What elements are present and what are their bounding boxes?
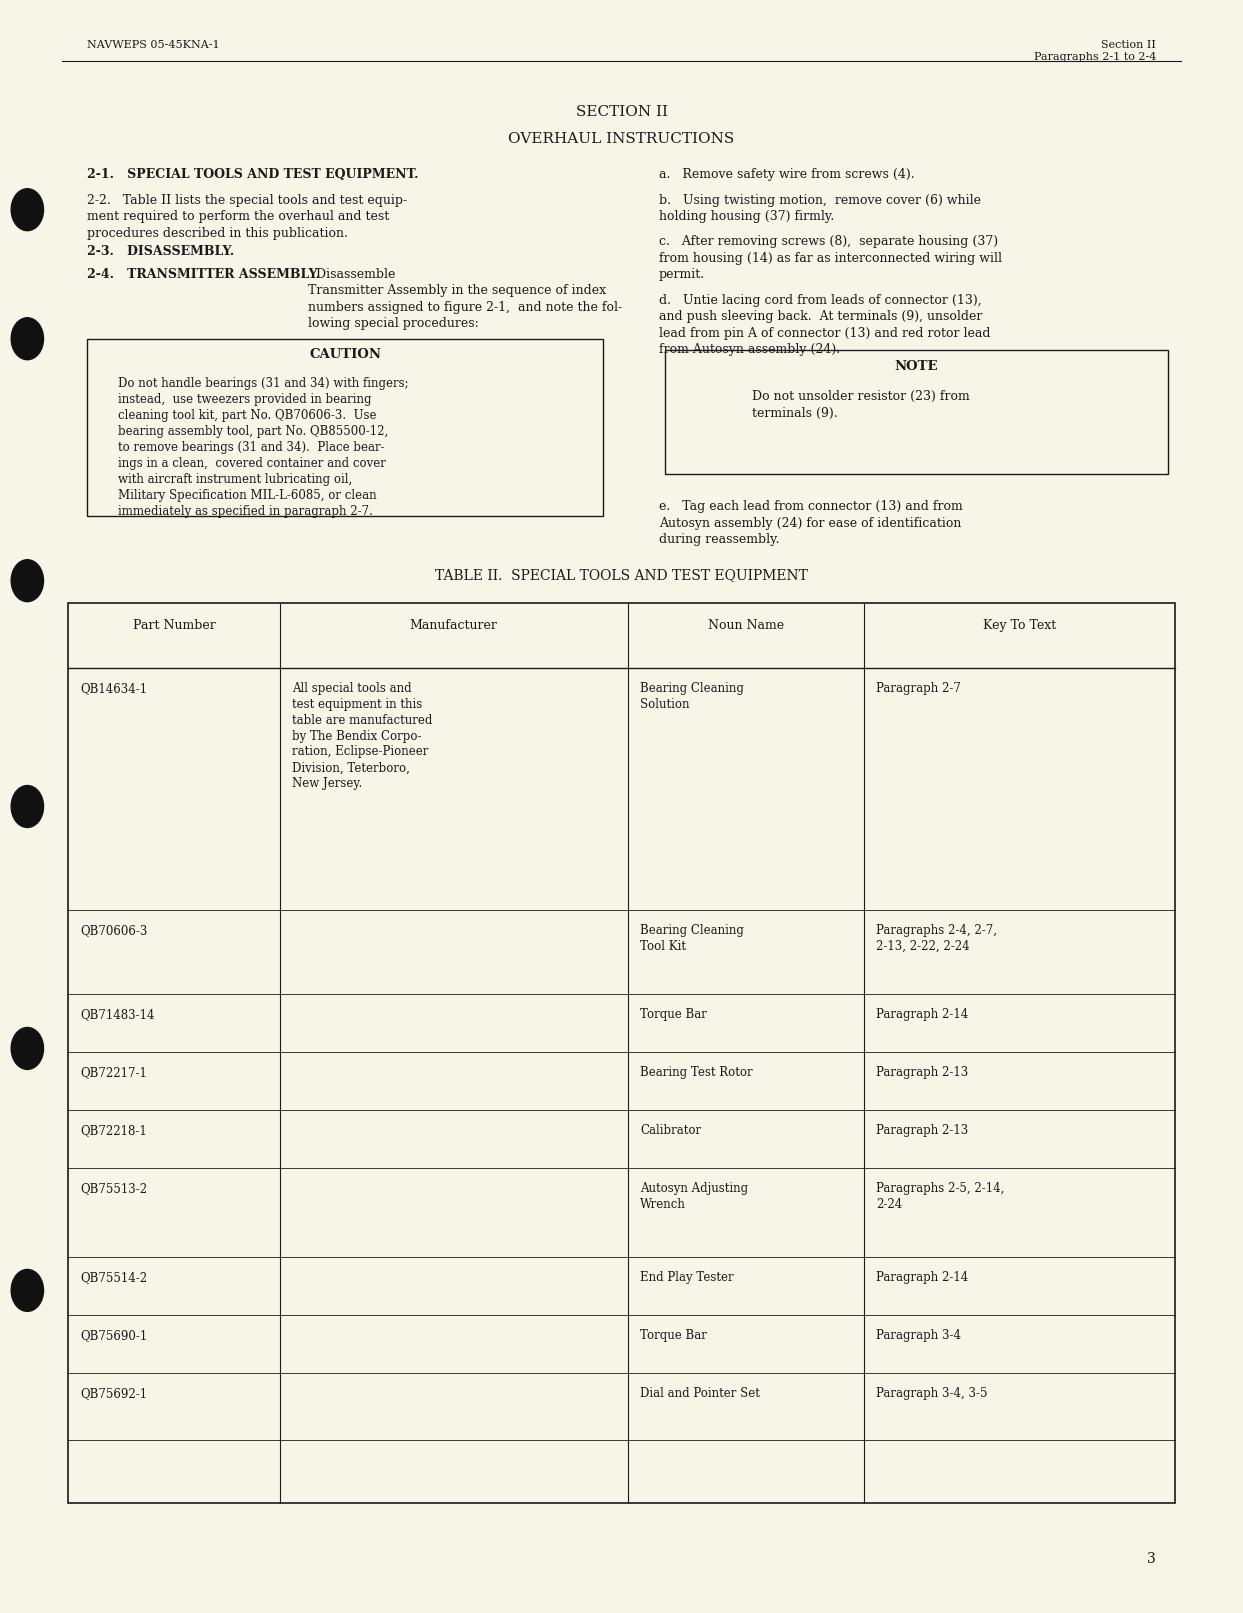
Text: Disassemble
Transmitter Assembly in the sequence of index
numbers assigned to fi: Disassemble Transmitter Assembly in the … [308,268,623,331]
Text: QB75514-2: QB75514-2 [81,1271,148,1284]
Text: QB75692-1: QB75692-1 [81,1387,148,1400]
Text: SECTION II: SECTION II [576,105,667,119]
Text: 2-3.   DISASSEMBLY.: 2-3. DISASSEMBLY. [87,245,234,258]
Text: QB72218-1: QB72218-1 [81,1124,148,1137]
Text: Section II: Section II [1101,40,1156,50]
Text: Paragraph 2-14: Paragraph 2-14 [876,1271,968,1284]
Text: Bearing Test Rotor: Bearing Test Rotor [640,1066,753,1079]
Text: Calibrator: Calibrator [640,1124,701,1137]
Text: c.   After removing screws (8),  separate housing (37)
from housing (14) as far : c. After removing screws (8), separate h… [659,235,1002,282]
Text: 2-4.   TRANSMITTER ASSEMBLY.: 2-4. TRANSMITTER ASSEMBLY. [87,268,321,281]
Text: Paragraph 2-7: Paragraph 2-7 [876,682,961,695]
Text: QB14634-1: QB14634-1 [81,682,148,695]
Bar [665,350,1168,474]
Text: CAUTION: CAUTION [310,348,382,361]
Text: 3: 3 [1147,1552,1156,1566]
Circle shape [11,189,44,231]
Text: Paragraph 2-13: Paragraph 2-13 [876,1066,968,1079]
Text: QB72217-1: QB72217-1 [81,1066,148,1079]
Text: NOTE: NOTE [895,360,937,373]
Text: Paragraphs 2-5, 2-14,
2-24: Paragraphs 2-5, 2-14, 2-24 [876,1182,1004,1211]
Text: Dial and Pointer Set: Dial and Pointer Set [640,1387,759,1400]
Text: End Play Tester: End Play Tester [640,1271,733,1284]
Text: Bearing Cleaning
Tool Kit: Bearing Cleaning Tool Kit [640,924,745,953]
Text: QB70606-3: QB70606-3 [81,924,148,937]
Text: Autosyn Adjusting
Wrench: Autosyn Adjusting Wrench [640,1182,748,1211]
Text: Torque Bar: Torque Bar [640,1329,707,1342]
Text: OVERHAUL INSTRUCTIONS: OVERHAUL INSTRUCTIONS [508,132,735,147]
Text: e.   Tag each lead from connector (13) and from
Autosyn assembly (24) for ease o: e. Tag each lead from connector (13) and… [659,500,962,547]
Text: Paragraph 3-4: Paragraph 3-4 [876,1329,961,1342]
Text: Paragraphs 2-1 to 2-4: Paragraphs 2-1 to 2-4 [1034,52,1156,61]
Text: Paragraph 3-4, 3-5: Paragraph 3-4, 3-5 [876,1387,988,1400]
Circle shape [11,318,44,360]
Text: a.   Remove safety wire from screws (4).: a. Remove safety wire from screws (4). [659,168,915,181]
Text: NAVWEPS 05-45KNA-1: NAVWEPS 05-45KNA-1 [87,40,220,50]
Text: Manufacturer: Manufacturer [410,619,497,632]
Text: Torque Bar: Torque Bar [640,1008,707,1021]
Circle shape [11,1027,44,1069]
Text: QB75690-1: QB75690-1 [81,1329,148,1342]
Text: QB75513-2: QB75513-2 [81,1182,148,1195]
Circle shape [11,560,44,602]
Text: Bearing Cleaning
Solution: Bearing Cleaning Solution [640,682,745,711]
Text: Paragraph 2-14: Paragraph 2-14 [876,1008,968,1021]
Text: All special tools and
test equipment in this
table are manufactured
by The Bendi: All special tools and test equipment in … [292,682,433,790]
Bar [87,339,603,516]
Circle shape [11,1269,44,1311]
Text: Key To Text: Key To Text [983,619,1055,632]
Text: Do not handle bearings (31 and 34) with fingers;
instead,  use tweezers provided: Do not handle bearings (31 and 34) with … [118,377,409,518]
Text: QB71483-14: QB71483-14 [81,1008,155,1021]
Text: TABLE II.  SPECIAL TOOLS AND TEST EQUIPMENT: TABLE II. SPECIAL TOOLS AND TEST EQUIPME… [435,568,808,582]
Text: Paragraphs 2-4, 2-7,
2-13, 2-22, 2-24: Paragraphs 2-4, 2-7, 2-13, 2-22, 2-24 [876,924,997,953]
Text: Do not unsolder resistor (23) from
terminals (9).: Do not unsolder resistor (23) from termi… [752,390,970,419]
Circle shape [11,786,44,827]
Text: Paragraph 2-13: Paragraph 2-13 [876,1124,968,1137]
Text: 2-1.   SPECIAL TOOLS AND TEST EQUIPMENT.: 2-1. SPECIAL TOOLS AND TEST EQUIPMENT. [87,168,419,181]
Bar [68,603,1175,1503]
Text: 2-2.   Table II lists the special tools and test equip-
ment required to perform: 2-2. Table II lists the special tools an… [87,194,408,240]
Text: d.   Untie lacing cord from leads of connector (13),
and push sleeving back.  At: d. Untie lacing cord from leads of conne… [659,294,991,356]
Text: Part Number: Part Number [133,619,215,632]
Text: b.   Using twisting motion,  remove cover (6) while
holding housing (37) firmly.: b. Using twisting motion, remove cover (… [659,194,981,223]
Text: Noun Name: Noun Name [707,619,784,632]
